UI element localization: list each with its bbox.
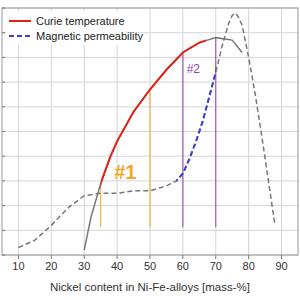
y-tick [2, 255, 5, 256]
chart: 10 20 30 40 50 60 70 80 90 Nickel content in Ni-F… [0, 0, 300, 300]
series-highlight [176, 13, 215, 248]
region-line [150, 90, 151, 227]
series-group [18, 13, 275, 250]
legend-label: Magnetic permeability [36, 30, 143, 42]
series-highlight [101, 38, 206, 250]
y-tick [2, 180, 5, 181]
x-tick [117, 255, 118, 259]
plot-frame [2, 8, 298, 255]
x-grid-line [150, 8, 151, 255]
x-tick [51, 255, 52, 259]
x-grid-line [18, 8, 19, 255]
x-tick [281, 255, 282, 259]
highlight-group [176, 13, 215, 248]
x-grid-line [51, 8, 52, 255]
series-line [18, 13, 275, 248]
y-tick [2, 106, 5, 107]
y-tick [2, 205, 5, 206]
y-axis [2, 8, 5, 255]
x-tick-label: 40 [111, 260, 123, 272]
x-grid-line [215, 8, 216, 255]
region-label: #2 [187, 62, 201, 76]
region-line [182, 52, 183, 227]
x-tick-label: 50 [144, 260, 156, 272]
series-line [84, 38, 242, 250]
x-tick-label: 80 [243, 260, 255, 272]
x-tick-label: 10 [12, 260, 24, 272]
x-tick [248, 255, 249, 259]
y-tick [2, 82, 5, 83]
region-line [100, 183, 101, 227]
x-grid-line [248, 8, 249, 255]
region-line [215, 38, 216, 227]
region-label: #1 [114, 161, 136, 183]
y-tick [2, 156, 5, 157]
y-tick [2, 57, 5, 58]
highlight-group [101, 38, 206, 250]
legend-swatch [9, 20, 31, 22]
legend-label: Curie temperature [36, 15, 125, 27]
legend-swatch [9, 35, 31, 37]
x-tick-label: 90 [275, 260, 287, 272]
x-grid-line [117, 8, 118, 255]
y-tick [2, 131, 5, 132]
x-grid-line [281, 8, 282, 255]
x-grid-line [84, 8, 85, 255]
legend: Curie temperature Magnetic permeability [6, 11, 143, 45]
x-axis-label: Nickel content in Ni-Fe-alloys [mass-%] [50, 281, 250, 293]
x-tick-label: 60 [177, 260, 189, 272]
x-tick [215, 255, 216, 259]
x-tick-label: 30 [78, 260, 90, 272]
x-tick [18, 255, 19, 259]
x-tick [84, 255, 85, 259]
y-tick [2, 32, 5, 33]
x-tick-label: 20 [45, 260, 57, 272]
y-tick [2, 230, 5, 231]
y-tick [2, 8, 5, 9]
x-axis: 10 20 30 40 50 60 70 80 90 [12, 255, 287, 272]
x-grid-line [182, 8, 183, 255]
x-tick [182, 255, 183, 259]
grid [2, 8, 298, 255]
x-tick [150, 255, 151, 259]
x-tick-label: 70 [210, 260, 222, 272]
